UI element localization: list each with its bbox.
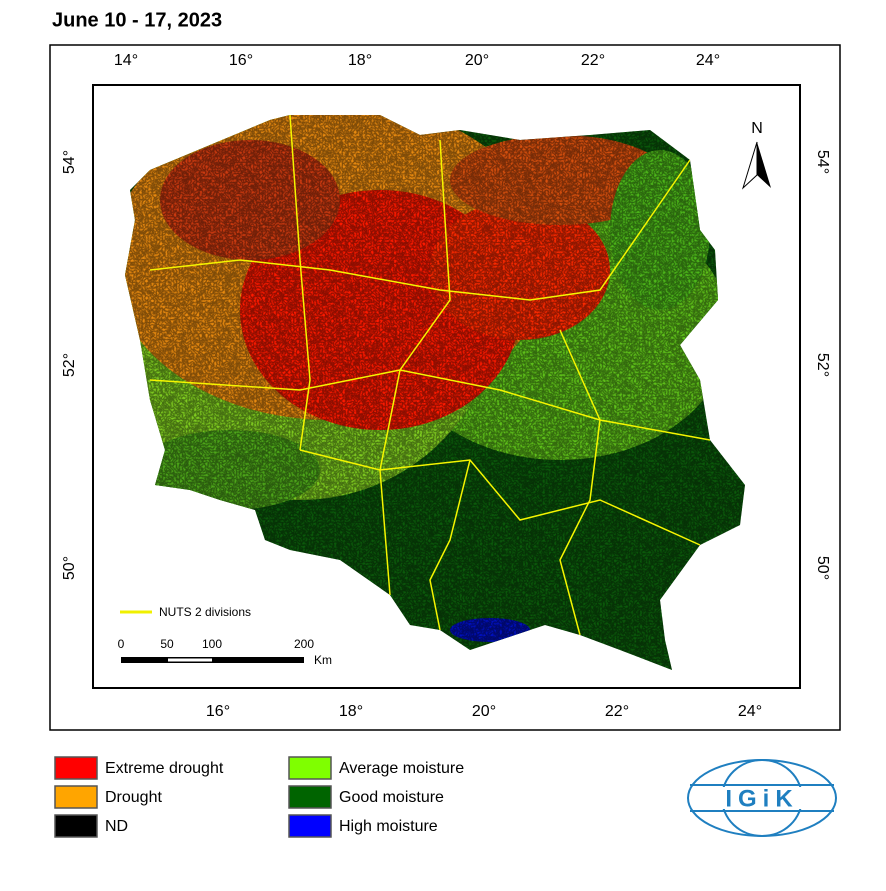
top-axis-label: 22° xyxy=(581,52,605,69)
legend-label: Drought xyxy=(105,789,162,806)
top-axis-label: 16° xyxy=(229,52,253,69)
left-axis-label: 54° xyxy=(61,150,78,174)
igik-logo xyxy=(687,759,837,837)
right-axis-label: 52° xyxy=(814,353,831,377)
bottom-axis-label: 22° xyxy=(605,703,629,720)
top-axis-label: 14° xyxy=(114,52,138,69)
nuts-label: NUTS 2 divisions xyxy=(159,605,251,619)
left-axis-label: 52° xyxy=(61,353,78,377)
left-axis-label: 50° xyxy=(61,556,78,580)
legend-label: High moisture xyxy=(339,818,438,835)
legend-swatch xyxy=(288,756,332,780)
legend-label: ND xyxy=(105,818,128,835)
top-axis-label: 18° xyxy=(348,52,372,69)
legend-swatch xyxy=(54,814,98,838)
right-axis-label: 54° xyxy=(814,150,831,174)
outer-frame xyxy=(49,44,841,731)
poland-map xyxy=(125,115,745,670)
north-label: N xyxy=(751,120,763,137)
right-axis-label: 50° xyxy=(814,556,831,580)
bottom-axis-label: 24° xyxy=(738,703,762,720)
legend-swatch xyxy=(288,785,332,809)
scale-tick-label: 100 xyxy=(202,637,222,651)
legend-label: Average moisture xyxy=(339,760,464,777)
north-arrow xyxy=(741,141,771,190)
legend-label: Good moisture xyxy=(339,789,444,806)
scale-unit: Km xyxy=(314,653,332,667)
legend-label: Extreme drought xyxy=(105,760,224,777)
logo-text: IGiK xyxy=(725,785,798,812)
legend-swatch xyxy=(54,756,98,780)
legend-swatch xyxy=(54,785,98,809)
bottom-axis-label: 18° xyxy=(339,703,363,720)
scale-tick-label: 50 xyxy=(160,637,174,651)
title: June 10 - 17, 2023 xyxy=(52,9,222,31)
scale-tick-label: 0 xyxy=(118,637,125,651)
scale-bar xyxy=(121,657,304,663)
scale-tick-label: 200 xyxy=(294,637,314,651)
legend-swatch xyxy=(288,814,332,838)
top-axis-label: 24° xyxy=(696,52,720,69)
bottom-axis-label: 16° xyxy=(206,703,230,720)
top-axis-label: 20° xyxy=(465,52,489,69)
bottom-axis-label: 20° xyxy=(472,703,496,720)
map-frame xyxy=(92,84,801,689)
